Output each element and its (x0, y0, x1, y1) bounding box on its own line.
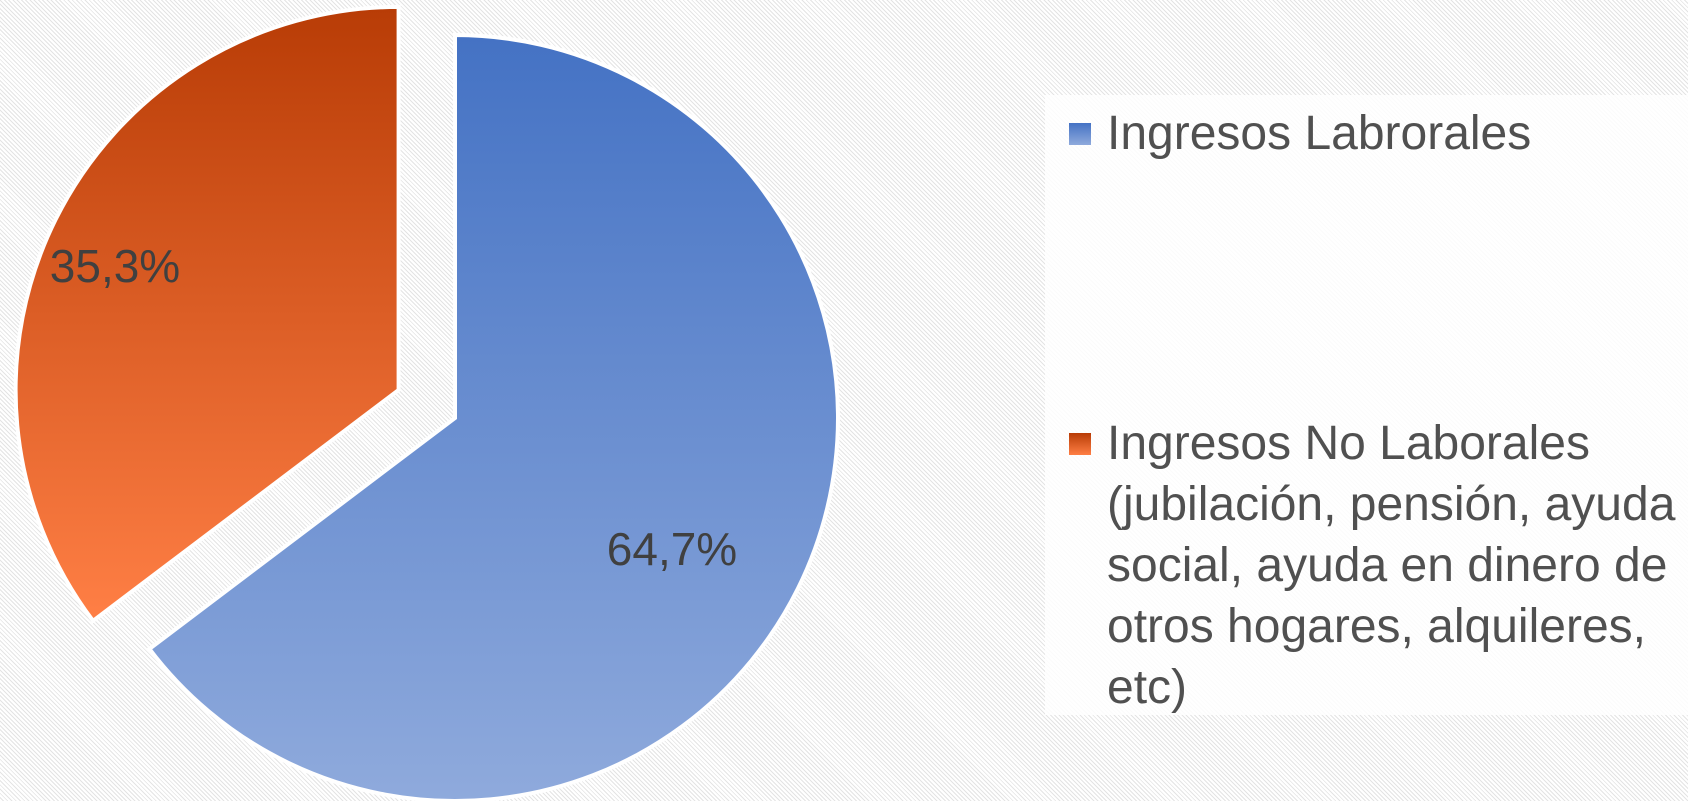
legend-label: Ingresos Labrorales (1107, 107, 1532, 160)
pie-slice (13, 4, 401, 624)
pie-slice (146, 32, 840, 801)
legend-swatch (1069, 123, 1091, 145)
legend-swatch (1069, 433, 1091, 455)
legend: Ingresos Labrorales Ingresos No Laborales… (1045, 95, 1688, 715)
legend-entry: Ingresos No Laborales (jubilación, pensi… (1069, 413, 1682, 718)
legend-entry: Ingresos Labrorales (1069, 103, 1682, 164)
data-label: 35,3% (50, 240, 180, 292)
data-label: 64,7% (607, 523, 737, 575)
legend-label: Ingresos No Laborales (jubilación, pensi… (1107, 417, 1676, 714)
